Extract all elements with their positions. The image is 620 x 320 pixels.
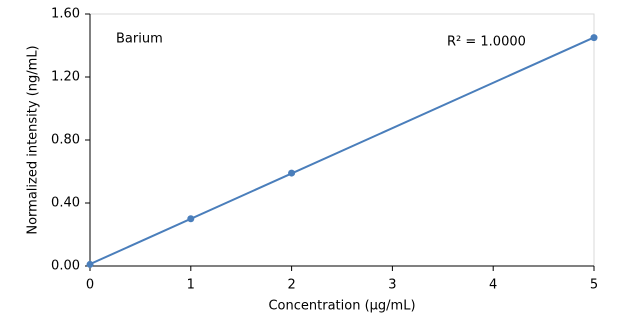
x-tick-label: 0 — [86, 278, 94, 293]
x-tick-label: 3 — [388, 278, 396, 293]
x-tick-label: 2 — [287, 278, 295, 293]
y-tick-label: 0.00 — [51, 259, 80, 274]
data-point — [86, 260, 94, 268]
y-tick-label: 0.80 — [51, 133, 80, 148]
data-point — [187, 215, 195, 223]
annotation: Barium — [116, 32, 163, 47]
x-axis-label: Concentration (µg/mL) — [268, 299, 415, 314]
trendline — [89, 36, 595, 266]
y-axis-label: Normalized intensity (ng/mL) — [26, 45, 41, 234]
x-tick-label: 4 — [489, 278, 497, 293]
plot-frame — [89, 13, 595, 267]
y-tick-label: 1.20 — [51, 70, 80, 85]
y-tick-label: 0.40 — [51, 196, 80, 211]
annotation: R² = 1.0000 — [447, 35, 526, 50]
data-point — [288, 169, 296, 177]
x-tick-label: 1 — [187, 278, 195, 293]
data-point — [590, 34, 598, 42]
y-tick-label: 1.60 — [51, 7, 80, 22]
x-tick-label: 5 — [590, 278, 598, 293]
